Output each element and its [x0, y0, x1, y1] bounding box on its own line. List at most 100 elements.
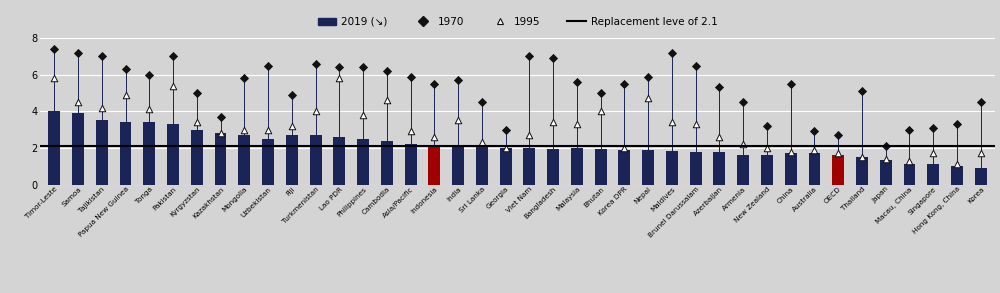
Point [711, 134, 727, 139]
Bar [737, 155, 749, 185]
Point [640, 74, 656, 79]
Point [973, 100, 989, 105]
Bar [832, 155, 844, 185]
Point [379, 98, 395, 103]
Point [854, 155, 870, 159]
Bar [428, 146, 440, 185]
Point [141, 107, 157, 112]
Point [759, 124, 775, 128]
Bar [951, 166, 963, 185]
Point [925, 151, 941, 156]
Bar [500, 148, 512, 185]
Bar [48, 111, 60, 185]
Point [664, 50, 680, 55]
Point [94, 105, 110, 110]
Point [189, 120, 205, 125]
Point [735, 100, 751, 105]
Point [284, 124, 300, 128]
Point [236, 127, 252, 132]
Point [379, 69, 395, 73]
Point [830, 133, 846, 137]
Bar [167, 124, 179, 185]
Bar [262, 139, 274, 185]
Bar [975, 168, 987, 185]
Point [854, 89, 870, 93]
Point [806, 147, 822, 152]
Bar [690, 151, 702, 185]
Point [118, 67, 134, 71]
Point [878, 156, 894, 161]
Point [901, 159, 917, 163]
Point [426, 81, 442, 86]
Bar [785, 154, 797, 185]
Bar [880, 160, 892, 185]
Point [901, 127, 917, 132]
Point [355, 113, 371, 117]
Point [688, 122, 704, 127]
Bar [595, 149, 607, 185]
Point [949, 122, 965, 127]
Bar [72, 113, 84, 185]
Point [46, 76, 62, 81]
Bar [191, 130, 203, 185]
Bar [666, 151, 678, 185]
Point [498, 146, 514, 150]
Point [569, 122, 585, 127]
Point [308, 109, 324, 114]
Bar [571, 148, 583, 185]
Point [94, 54, 110, 59]
Point [284, 93, 300, 97]
Point [450, 118, 466, 123]
Point [331, 65, 347, 70]
Point [925, 125, 941, 130]
Point [474, 140, 490, 145]
Point [616, 146, 632, 150]
Bar [120, 122, 131, 185]
Point [450, 78, 466, 83]
Point [759, 146, 775, 150]
Point [545, 120, 561, 125]
Bar [927, 164, 939, 185]
Point [213, 115, 229, 119]
Bar [381, 141, 393, 185]
Bar [286, 135, 298, 185]
Point [165, 83, 181, 88]
Point [616, 81, 632, 86]
Point [735, 142, 751, 146]
Point [141, 72, 157, 77]
Point [70, 100, 86, 105]
Bar [357, 139, 369, 185]
Point [213, 131, 229, 136]
Bar [856, 157, 868, 185]
Bar [310, 135, 322, 185]
Bar [333, 137, 345, 185]
Point [331, 76, 347, 81]
Point [783, 149, 799, 154]
Point [593, 91, 609, 95]
Point [474, 100, 490, 105]
Point [355, 65, 371, 70]
Point [878, 144, 894, 149]
Legend: 2019 (↘), 1970, 1995, Replacement leve of 2.1: 2019 (↘), 1970, 1995, Replacement leve o… [313, 13, 722, 31]
Point [260, 127, 276, 132]
Point [830, 151, 846, 156]
Point [308, 61, 324, 66]
Point [711, 85, 727, 90]
Bar [523, 148, 535, 185]
Bar [809, 154, 820, 185]
Bar [96, 120, 108, 185]
Point [521, 54, 537, 59]
Point [70, 50, 86, 55]
Point [521, 133, 537, 137]
Bar [452, 146, 464, 185]
Point [664, 120, 680, 125]
Point [569, 80, 585, 84]
Point [236, 76, 252, 81]
Bar [904, 164, 915, 185]
Point [688, 63, 704, 68]
Point [403, 74, 419, 79]
Point [260, 63, 276, 68]
Bar [476, 146, 488, 185]
Bar [547, 149, 559, 185]
Bar [761, 155, 773, 185]
